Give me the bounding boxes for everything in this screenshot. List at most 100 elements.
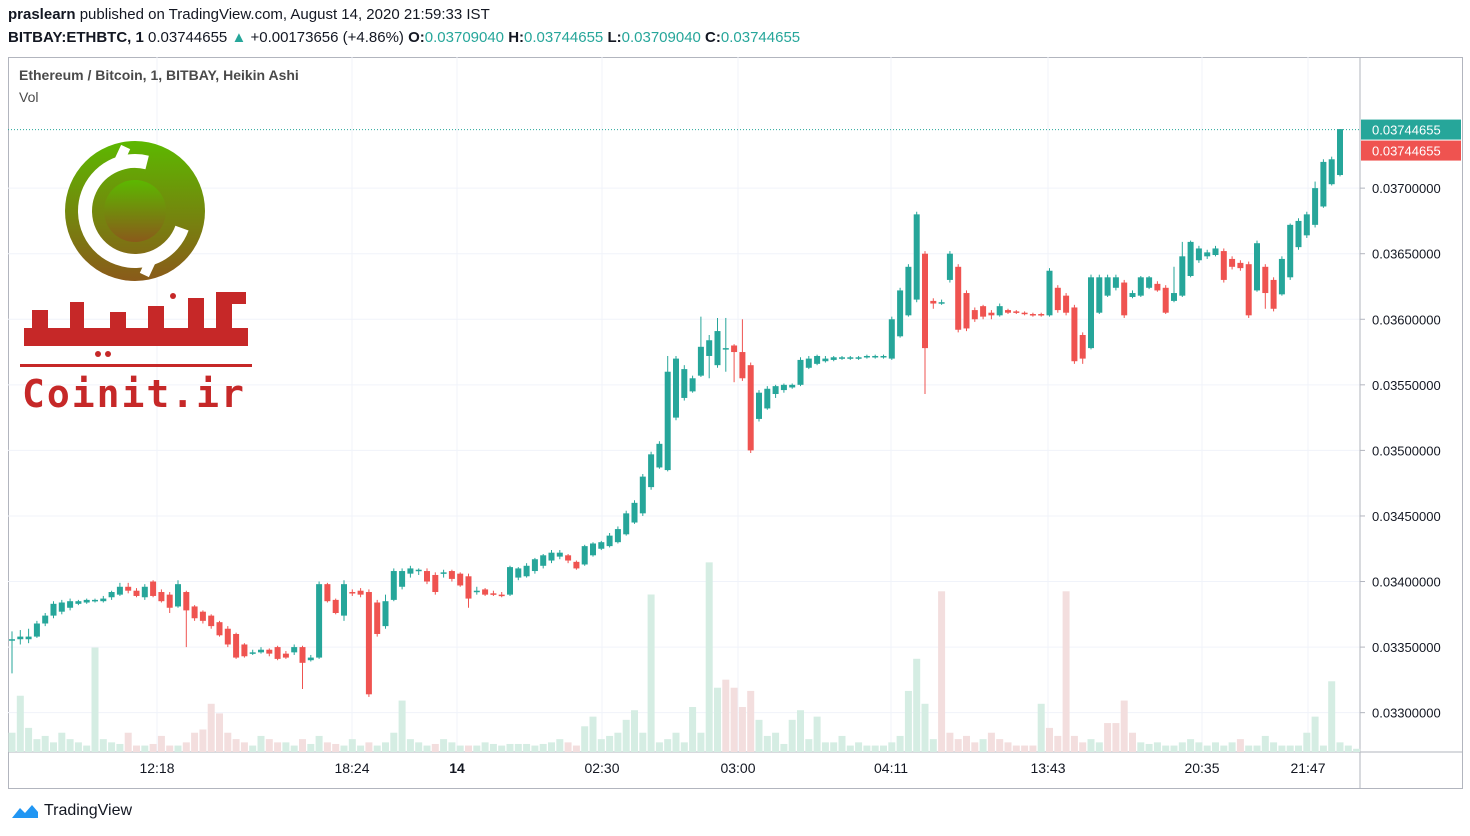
candle-body <box>731 345 738 353</box>
candle-body <box>1171 293 1177 301</box>
volume-bar <box>813 716 821 752</box>
candle-body <box>258 649 264 653</box>
y-tick-label: 0.03600000 <box>1372 312 1441 327</box>
volume-bar <box>780 743 788 752</box>
volume-bar <box>498 745 506 752</box>
volume-bar <box>141 745 149 752</box>
volume-bar <box>1311 716 1319 752</box>
candle-body <box>839 357 845 359</box>
candle-body <box>988 312 995 316</box>
volume-bar <box>821 742 829 752</box>
volume-bar <box>1295 745 1302 752</box>
volume-bar <box>465 745 472 752</box>
candle-body <box>83 599 90 603</box>
volume-bar <box>938 591 946 752</box>
volume-bar <box>1104 723 1112 752</box>
volume-bar <box>1095 742 1103 752</box>
volume-bar <box>133 745 140 752</box>
volume-bar <box>1087 739 1095 752</box>
candle-body <box>722 348 729 350</box>
coinit-persian-logo-icon <box>24 292 248 357</box>
volume-bar <box>1037 703 1045 752</box>
candle-body <box>764 388 771 409</box>
volume-bar <box>25 727 33 752</box>
candle-body <box>407 568 414 574</box>
volume-bar <box>166 745 174 752</box>
volume-bar <box>415 742 423 752</box>
volume-bar <box>531 745 539 752</box>
volume-bar <box>581 726 589 752</box>
price-label-box <box>1361 140 1461 161</box>
candle-body <box>457 573 464 586</box>
candle-body <box>424 571 430 582</box>
candle-body <box>349 592 356 594</box>
volume-bar <box>406 739 414 752</box>
candle-body <box>1337 129 1343 176</box>
candle-body <box>1187 241 1194 276</box>
price-change: +0.00173656 (+4.86%) <box>250 29 404 46</box>
price-chart[interactable]: 0.03700000 0.03650000 0.03600000 0.03550000… <box>8 57 1463 789</box>
volume-bar <box>572 745 580 752</box>
candle-body <box>448 571 455 579</box>
volume-bar <box>1236 739 1244 752</box>
y-tick-label: 0.03550000 <box>1372 378 1441 393</box>
volume-bar <box>74 742 82 752</box>
candle-body <box>108 592 115 598</box>
footer-brand[interactable]: TradingView <box>10 802 132 820</box>
tradingview-logo-icon <box>12 805 38 818</box>
volume-bar <box>1319 745 1327 752</box>
candle-body <box>399 571 406 587</box>
volume-bar <box>357 745 365 752</box>
volume-bar <box>66 739 74 752</box>
candle-body <box>141 586 148 598</box>
candle-body <box>133 590 140 596</box>
volume-bar <box>846 745 854 752</box>
volume-bar <box>996 739 1004 752</box>
candle-body <box>1096 277 1103 313</box>
volume-bar <box>16 695 24 752</box>
candle-body <box>1071 307 1078 362</box>
candle-body <box>116 586 123 595</box>
logo-text: Coinit.ir <box>22 372 246 416</box>
volume-bar <box>514 743 522 752</box>
volume-bar <box>116 743 124 752</box>
volume-bar <box>672 732 680 752</box>
volume-bar <box>871 745 879 752</box>
volume-bar <box>680 742 688 752</box>
volume-bar <box>1079 742 1087 752</box>
y-tick-label: 0.03500000 <box>1372 443 1441 458</box>
candle-body <box>556 552 563 557</box>
candle-body <box>590 543 596 556</box>
candle-body <box>797 359 804 385</box>
candle-body <box>507 567 513 595</box>
volume-bar <box>830 742 838 752</box>
volume-bar <box>722 679 730 752</box>
candle-body <box>1303 214 1310 236</box>
volume-bar <box>1286 745 1294 752</box>
volume-bar <box>1303 732 1311 752</box>
coinit-logo-icon <box>65 141 205 281</box>
candle-body <box>1063 295 1070 313</box>
candle-body <box>390 571 397 600</box>
candle-body <box>772 386 779 395</box>
volume-bar <box>207 703 215 752</box>
volume-bar <box>1203 745 1211 752</box>
candle-body <box>1104 277 1111 296</box>
candle-body <box>1137 277 1144 296</box>
volume-bar <box>963 735 970 752</box>
footer-brand-label: TradingView <box>44 802 133 819</box>
y-tick-label: 0.03450000 <box>1372 509 1441 524</box>
candle-body <box>872 355 879 358</box>
volume-bar <box>556 739 564 752</box>
candle-body <box>233 633 240 658</box>
volume-bar <box>431 743 439 752</box>
volume-bar <box>481 742 489 752</box>
candle-body <box>548 552 555 561</box>
candle-body <box>905 266 912 316</box>
volume-bar <box>772 732 780 752</box>
candle-body <box>50 603 57 616</box>
volume-bar <box>1270 742 1278 752</box>
candle-body <box>1021 312 1028 315</box>
candle-body <box>100 598 107 602</box>
candle-body <box>1262 266 1269 294</box>
